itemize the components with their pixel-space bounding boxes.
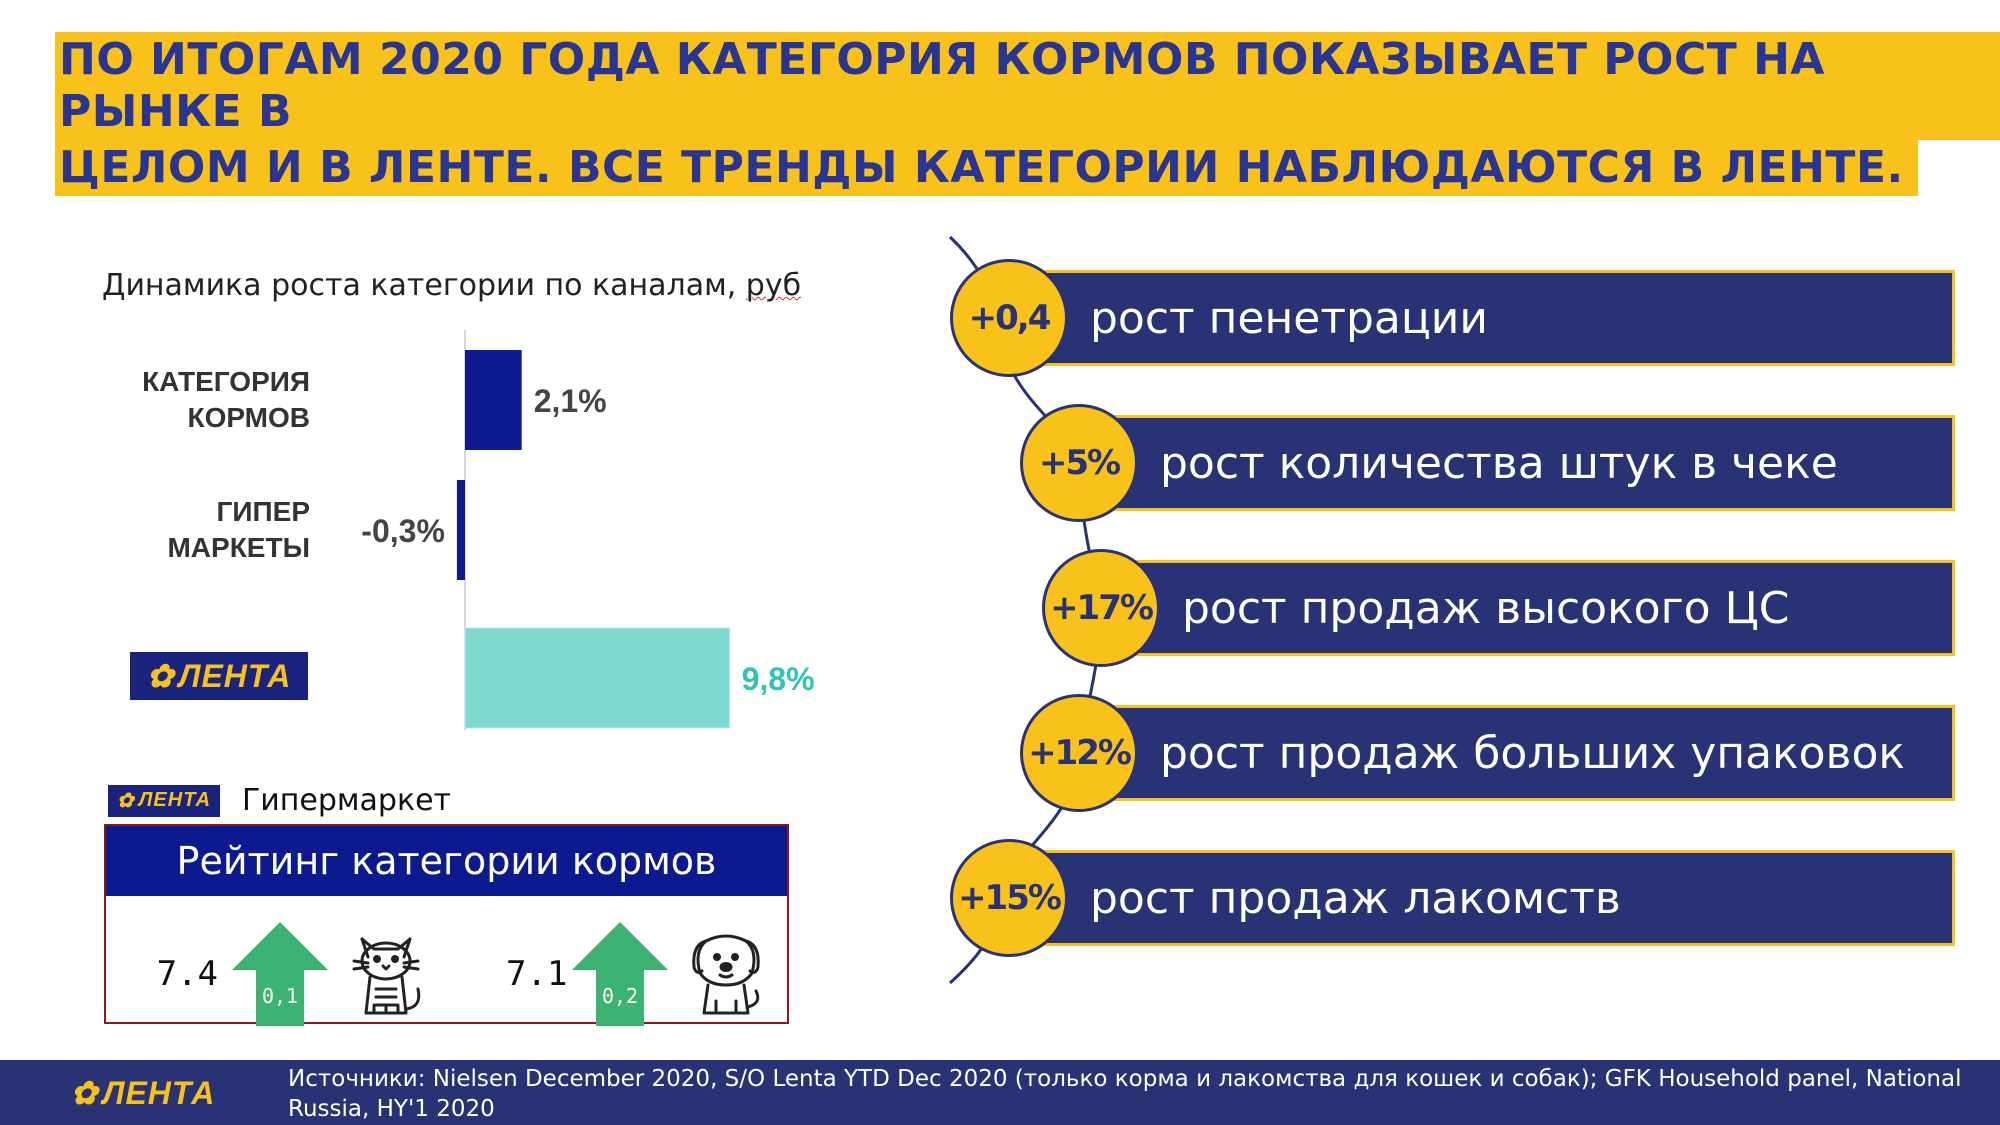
metric-bar: рост продаж больших упаковок [1105, 705, 1955, 801]
lenta-logo-footer: ✿ ЛЕНТА [54, 1069, 232, 1117]
metric-label: рост продаж лакомств [1090, 872, 1621, 924]
rating-value: 7.4 [156, 954, 218, 994]
rating-title: Рейтинг категории кормов [106, 826, 787, 896]
metric-bar: рост количества штук в чеке [1105, 415, 1955, 511]
bar-1 [465, 350, 522, 450]
category-label: ГИПЕР МАРКЕТЫ [90, 494, 310, 566]
bar-value-label: 2,1% [534, 383, 607, 419]
rating-item-cat: 7.4 0,1 [146, 918, 426, 1030]
metric-value-badge: +12% [1020, 694, 1138, 812]
lenta-logo-small: ✿ ЛЕНТА [108, 784, 220, 817]
category-label-line: ГИПЕР [216, 496, 310, 527]
rating-change: 0,2 [601, 984, 639, 1008]
logo-text: ЛЕНТА [178, 657, 292, 694]
title-line-1: ПО ИТОГАМ 2020 ГОДА КАТЕГОРИЯ КОРМОВ ПОК… [55, 32, 2000, 140]
metric-label: рост продаж больших упаковок [1160, 727, 1905, 779]
chart-title-unit: руб [745, 268, 802, 303]
rating-box: Рейтинг категории кормов 7.4 0,1 [104, 824, 789, 1026]
metric-bar: рост пенетрации [1035, 270, 1955, 366]
rating-item-dog: 7.1 0,2 [506, 918, 766, 1030]
metric-label: рост количества штук в чеке [1160, 437, 1838, 489]
cat-icon [352, 937, 421, 1015]
logo-text: ЛЕНТА [102, 1074, 216, 1111]
logo-text: ЛЕНТА [138, 789, 212, 811]
category-label-line: КАТЕГОРИЯ [142, 366, 310, 397]
up-arrow-icon: 0,1 [228, 918, 332, 1030]
rating-subtitle: Гипермаркет [242, 783, 452, 818]
rating-value: 7.1 [506, 954, 568, 994]
title-line-2: ЦЕЛОМ И В ЛЕНТЕ. ВСЕ ТРЕНДЫ КАТЕГОРИИ НА… [55, 140, 1918, 196]
metric-label: рост пенетрации [1090, 292, 1488, 344]
bar-2 [456, 480, 465, 580]
rating-change: 0,1 [261, 984, 299, 1008]
footer: ✿ ЛЕНТА Источники: Nielsen December 2020… [0, 1060, 2000, 1125]
bar-3 [464, 627, 731, 729]
bar-value-label: 9,8% [742, 661, 815, 697]
metric-value-badge: +17% [1042, 549, 1160, 667]
lenta-logo-category: ✿ ЛЕНТА [130, 652, 308, 700]
metric-label: рост продаж высокого ЦС [1182, 582, 1790, 634]
footer-source: Источники: Nielsen December 2020, S/O Le… [288, 1066, 1962, 1122]
metric-bar: рост продаж высокого ЦС [1127, 560, 1955, 656]
chart-title: Динамика роста категории по каналам, руб [102, 268, 801, 303]
bar-value-label: -0,3% [361, 513, 445, 549]
sunflower-icon: ✿ [116, 790, 135, 812]
sunflower-icon: ✿ [70, 1075, 99, 1111]
metric-value-badge: +15% [950, 839, 1068, 957]
category-label-line: МАРКЕТЫ [167, 532, 310, 563]
bar-chart: 2,1% -0,3% 9,8% [361, 330, 815, 730]
rating-header: ✿ ЛЕНТА Гипермаркет [108, 783, 451, 818]
category-label-line: КОРМОВ [187, 402, 311, 433]
up-arrow-icon: 0,2 [568, 918, 672, 1030]
metric-bar: рост продаж лакомств [1035, 850, 1955, 946]
sunflower-icon: ✿ [146, 658, 175, 694]
dog-icon [692, 934, 760, 1015]
category-label: КАТЕГОРИЯ КОРМОВ [90, 364, 310, 436]
page-title: ПО ИТОГАМ 2020 ГОДА КАТЕГОРИЯ КОРМОВ ПОК… [55, 32, 2000, 196]
metric-value-badge: +5% [1020, 404, 1138, 522]
metric-value-badge: +0,4 [950, 259, 1068, 377]
chart-title-main: Динамика роста категории по каналам, [102, 268, 746, 303]
